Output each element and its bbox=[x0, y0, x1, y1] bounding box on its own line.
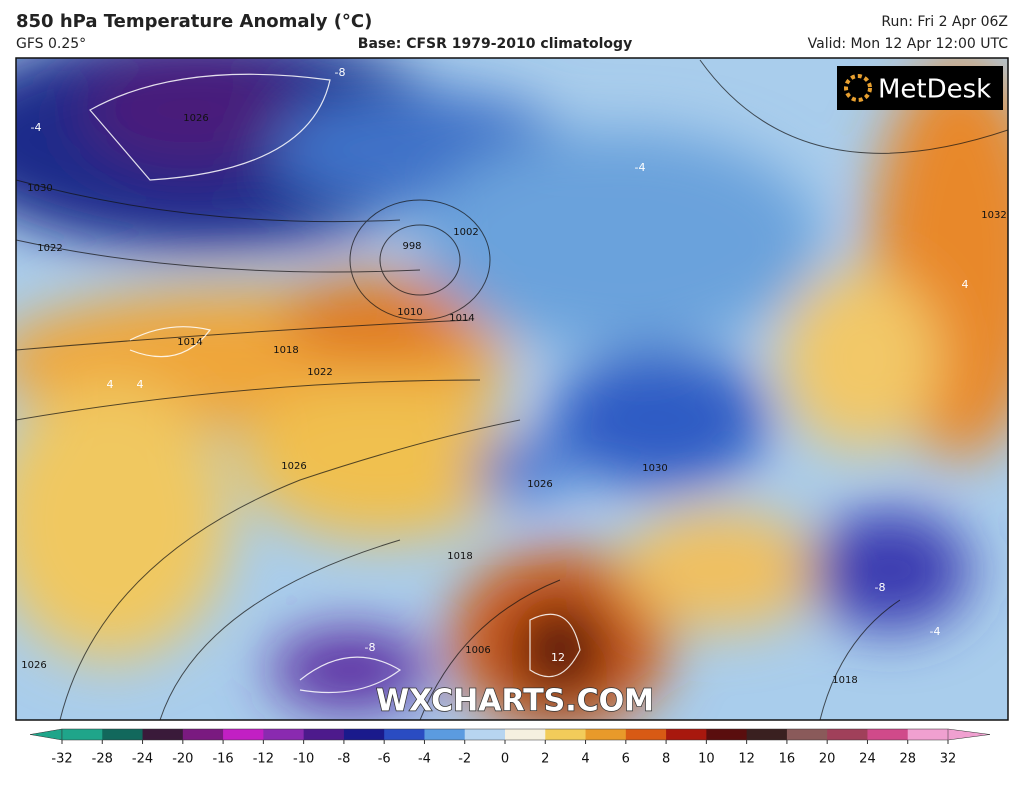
map-label: 998 bbox=[402, 241, 421, 252]
colorbar-segment bbox=[182, 729, 224, 740]
colorbar-segment bbox=[545, 729, 587, 740]
map-label: 1014 bbox=[449, 313, 474, 324]
colorbar-tick-label: -16 bbox=[212, 752, 233, 767]
colorbar-tick-label: -10 bbox=[293, 752, 314, 767]
colorbar-end bbox=[947, 728, 991, 741]
map-label: 1030 bbox=[642, 463, 667, 474]
colorbar-tick-label: -20 bbox=[172, 752, 193, 767]
map-label: 1032 bbox=[981, 210, 1006, 221]
map-label: -4 bbox=[930, 625, 941, 638]
map-label: 1014 bbox=[177, 337, 202, 348]
colorbar-segment bbox=[263, 729, 305, 740]
map-label: 1018 bbox=[447, 551, 472, 562]
map-label: 12 bbox=[551, 651, 565, 664]
colorbar-tick-label: 6 bbox=[622, 752, 630, 767]
map-label: 1018 bbox=[832, 675, 857, 686]
valid: Valid: Mon 12 Apr 12:00 UTC bbox=[808, 36, 1009, 52]
colorbar-end bbox=[29, 728, 63, 741]
map-label: 1022 bbox=[37, 243, 62, 254]
colorbar-segment bbox=[142, 729, 184, 740]
watermark: WXCHARTS.COM bbox=[376, 684, 654, 719]
colorbar-segment bbox=[666, 729, 707, 740]
colorbar-segment bbox=[625, 729, 667, 740]
colorbar-tick-label: 4 bbox=[581, 752, 589, 767]
map-label: -8 bbox=[875, 581, 886, 594]
title: 850 hPa Temperature Anomaly (°C) bbox=[16, 11, 372, 32]
map-label: -4 bbox=[635, 161, 646, 174]
map-label: 1002 bbox=[453, 227, 478, 238]
map-label: 1026 bbox=[281, 461, 306, 472]
colorbar-segment bbox=[223, 729, 264, 740]
colorbar-tick-label: -24 bbox=[132, 752, 153, 767]
map-frame bbox=[15, 57, 1009, 721]
map-label: -8 bbox=[365, 641, 376, 654]
colorbar-tick-label: -32 bbox=[51, 752, 72, 767]
colorbar-segment bbox=[786, 729, 828, 740]
colorbar-tick-label: 28 bbox=[899, 752, 916, 767]
colorbar-tick-label: -12 bbox=[253, 752, 274, 767]
colorbar: -32 -28 -24 -20 -16 -12 -10 -8 -6 -4 -2 0 2 4 6 8 10 12 16… bbox=[29, 728, 991, 767]
colorbar-tick-label: -4 bbox=[418, 752, 431, 767]
colorbar-segment bbox=[62, 729, 103, 740]
colorbar-tick-label: -8 bbox=[337, 752, 350, 767]
map-labels: -8 -4 1026 1030 1022 998 1002 1010 1014 1014 1018 1… bbox=[21, 66, 1006, 686]
colorbar-tick-label: -2 bbox=[458, 752, 471, 767]
colorbar-segment bbox=[303, 729, 345, 740]
colorbar-tick-label: 0 bbox=[501, 752, 509, 767]
map-label: 1022 bbox=[307, 367, 332, 378]
logo-icon bbox=[844, 74, 872, 102]
map-label: 4 bbox=[137, 378, 144, 391]
logo-box bbox=[837, 66, 1003, 110]
map-label: 1010 bbox=[397, 307, 422, 318]
colorbar-segment bbox=[585, 729, 627, 740]
map-label: 1026 bbox=[183, 113, 208, 124]
run: Run: Fri 2 Apr 06Z bbox=[881, 14, 1008, 30]
colorbar-segment bbox=[384, 729, 425, 740]
colorbar-segment bbox=[424, 729, 466, 740]
map-label: 1018 bbox=[273, 345, 298, 356]
colorbar-tick-label: 24 bbox=[859, 752, 876, 767]
map-field bbox=[16, 58, 1008, 720]
map-label: 1030 bbox=[27, 183, 52, 194]
map-label: 4 bbox=[107, 378, 114, 391]
colorbar-segment bbox=[746, 729, 788, 740]
logo: MetDesk bbox=[878, 75, 991, 105]
map-label: 4 bbox=[962, 278, 969, 291]
colorbar-tick-label: -6 bbox=[378, 752, 391, 767]
colorbar-segment bbox=[505, 729, 546, 740]
map-label: -4 bbox=[31, 121, 42, 134]
colorbar-segment bbox=[827, 729, 868, 740]
model: GFS 0.25° bbox=[16, 36, 86, 52]
colorbar-segment bbox=[102, 729, 144, 740]
colorbar-tick-label: 32 bbox=[940, 752, 957, 767]
base: Base: CFSR 1979-2010 climatology bbox=[358, 36, 632, 52]
map-label: -8 bbox=[335, 66, 346, 79]
map-label: 1026 bbox=[21, 660, 46, 671]
colorbar-tick-label: 8 bbox=[662, 752, 670, 767]
colorbar-tick-label: 2 bbox=[541, 752, 549, 767]
colorbar-segment bbox=[907, 729, 949, 740]
map-label: 1006 bbox=[465, 645, 490, 656]
colorbar-segment bbox=[343, 729, 385, 740]
map-label: 1026 bbox=[527, 479, 552, 490]
colorbar-tick-label: 20 bbox=[819, 752, 836, 767]
colorbar-tick-label: 16 bbox=[779, 752, 796, 767]
colorbar-segment bbox=[867, 729, 909, 740]
colorbar-tick-label: -28 bbox=[92, 752, 113, 767]
colorbar-tick-label: 12 bbox=[738, 752, 755, 767]
colorbar-segment bbox=[464, 729, 506, 740]
colorbar-tick-label: 10 bbox=[698, 752, 715, 767]
colorbar-segment bbox=[706, 729, 748, 740]
